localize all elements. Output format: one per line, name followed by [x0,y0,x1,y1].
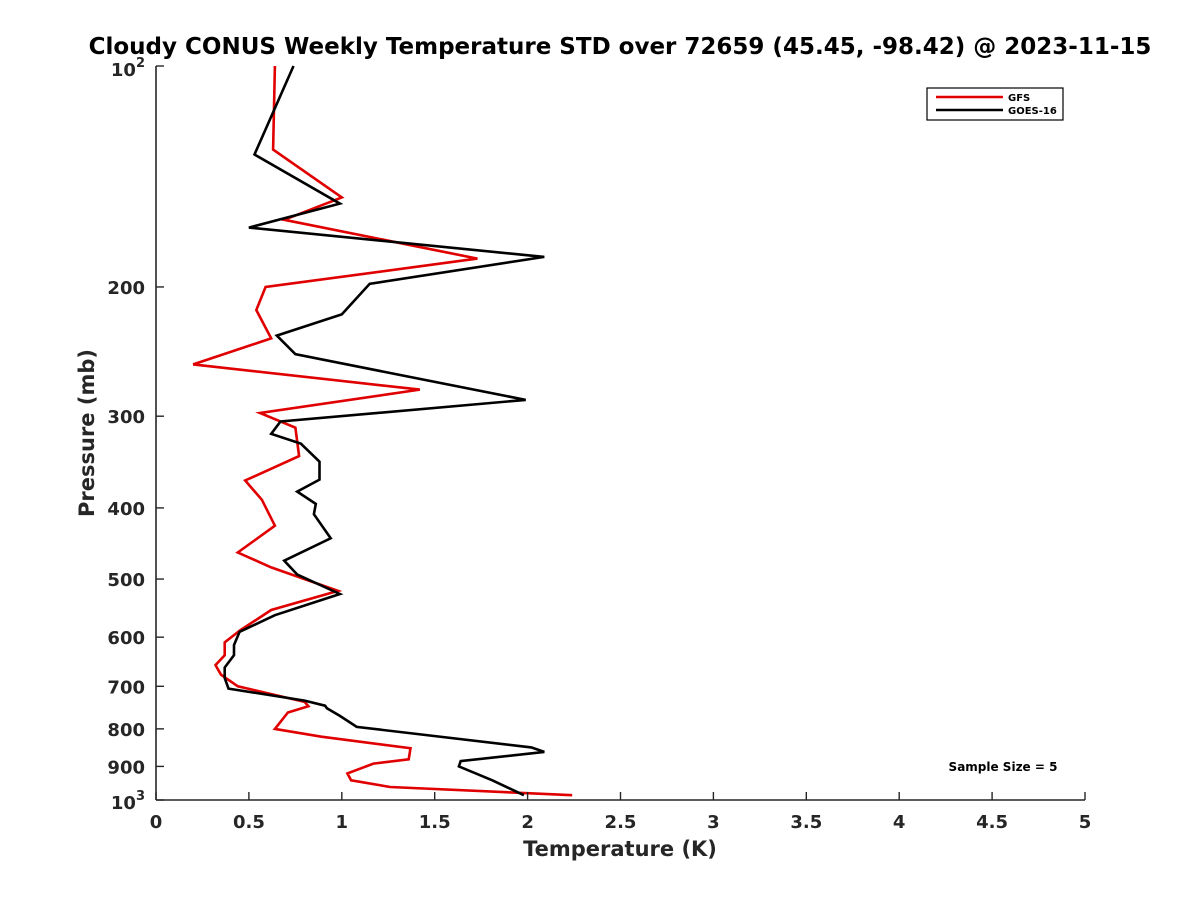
y-tick-label: 600 [107,628,145,649]
x-tick-label: 4 [893,812,906,833]
y-tick-label: 900 [107,757,145,778]
chart-title: Cloudy CONUS Weekly Temperature STD over… [89,34,1152,60]
x-tick-label: 1 [336,812,349,833]
y-ticks: 200 300 400 500 600 700 800 900 [107,65,164,801]
y-tick-label-1000: 103 [111,789,145,814]
x-tick-label: 3.5 [790,812,822,833]
y-tick-label: 500 [107,570,145,591]
legend-box [926,87,1064,121]
y-axis-title: Pressure (mb) [75,349,99,517]
y-tick-label: 200 [107,278,145,299]
x-tick-label: 1.5 [419,812,451,833]
plot-area: 0 0.5 1 1.5 2 2.5 3 3.5 4 4.5 5 200 300 400 500 600 700… [107,56,1091,833]
legend-label-goes-16: GOES-16 [1008,106,1057,117]
legend-label-gfs: GFS [1008,93,1030,104]
series-line-gfs [192,65,573,797]
x-tick-label: 0.5 [233,812,265,833]
x-tick-label: 5 [1079,812,1092,833]
y-tick-label: 800 [107,720,145,741]
series-layer [192,65,573,797]
y-tick-label: 400 [107,499,145,520]
sample-size-annotation: Sample Size = 5 [949,760,1058,774]
legend: GFS GOES-16 [926,87,1064,121]
y-tick-label: 300 [107,407,145,428]
series-line-goes-16 [223,65,545,797]
y-tick-label: 700 [107,677,145,698]
x-axis-title: Temperature (K) [523,837,717,861]
x-tick-label: 0 [150,812,163,833]
x-tick-label: 3 [707,812,720,833]
x-tick-label: 2 [521,812,534,833]
x-ticks: 0 0.5 1 1.5 2 2.5 3 3.5 4 4.5 5 [150,792,1092,833]
x-tick-label: 4.5 [976,812,1008,833]
x-tick-label: 2.5 [605,812,637,833]
y-tick-label-100: 102 [111,56,145,81]
